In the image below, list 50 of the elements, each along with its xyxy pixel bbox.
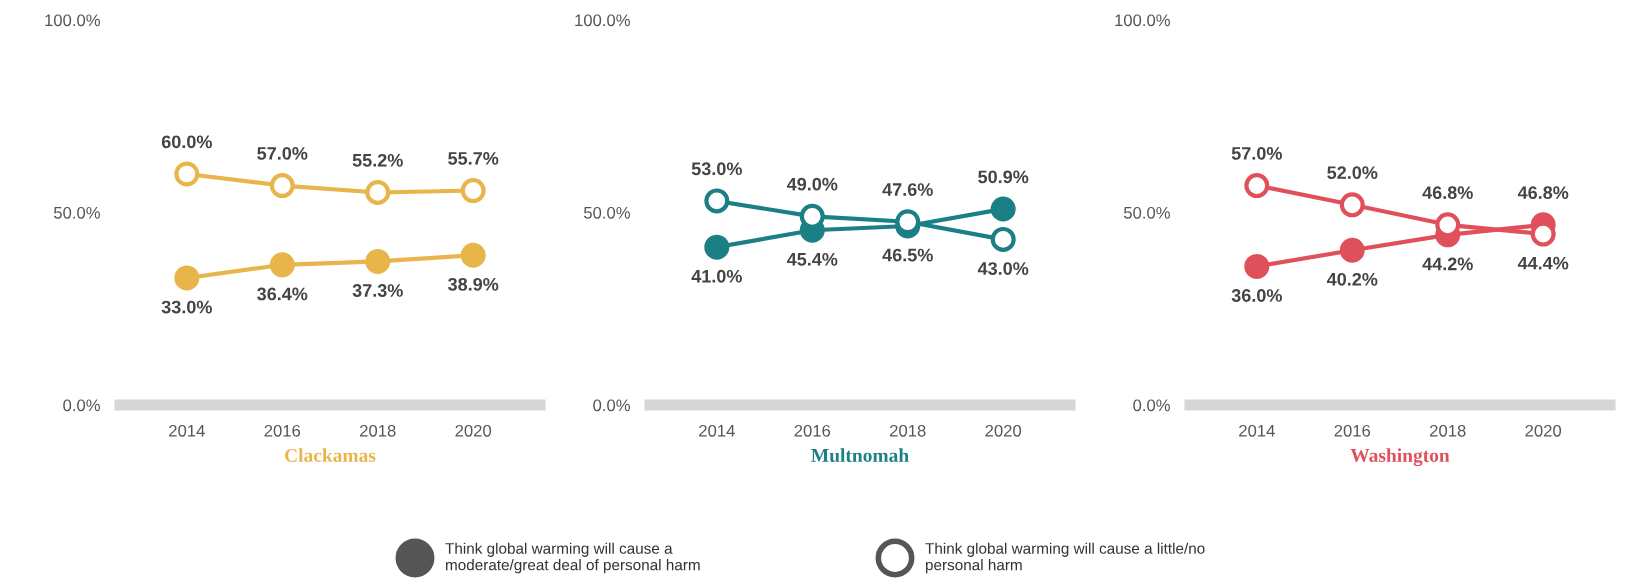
data-label: 45.4% <box>786 252 838 266</box>
y-tick-label: 0.0% <box>593 399 630 412</box>
data-label: 50.9% <box>978 170 1029 184</box>
x-tick-label: 2018 <box>360 424 396 437</box>
data-label: 37.3% <box>352 284 403 297</box>
y-tick-label: 50.0% <box>1123 206 1170 219</box>
data-label: 57.0% <box>1231 146 1282 160</box>
x-axis-title: Multnomah <box>811 448 909 463</box>
x-tick-label: 2014 <box>169 424 205 437</box>
y-tick-label: 100.0% <box>575 14 630 27</box>
data-label: 52.0% <box>1327 166 1378 180</box>
data-label: 46.5% <box>882 248 933 262</box>
y-tick-label: 100.0% <box>1115 14 1170 27</box>
text: Think global warming will cause a moderate/great deal of personal harm <box>445 542 700 574</box>
data-label: 53.0% <box>691 162 742 176</box>
x-tick-label: 2016 <box>794 424 831 437</box>
data-label: 44.2% <box>1422 257 1473 271</box>
data-label: 36.0% <box>1231 289 1282 302</box>
x-tick-label: 2020 <box>985 424 1022 437</box>
data-label: 36.4% <box>257 287 308 301</box>
data-label: 40.2% <box>1326 272 1378 286</box>
x-axis-title: Washington <box>1350 448 1450 467</box>
x-axis-title: Clackamas <box>285 448 376 462</box>
x-tick-label: 2020 <box>1525 424 1562 437</box>
data-label: 55.7% <box>448 152 499 165</box>
data-label: 33.0% <box>161 300 212 314</box>
x-tick-label: 2016 <box>1334 424 1371 437</box>
y-tick-label: 0.0% <box>1133 399 1170 412</box>
text: Think global warming will cause a little/no personal harm <box>925 542 1205 574</box>
data-label: 55.2% <box>352 153 403 167</box>
x-tick-label: 2018 <box>1430 424 1466 437</box>
data-label: 43.0% <box>977 262 1029 275</box>
data-label: 57.0% <box>257 146 308 160</box>
y-tick-label: 50.0% <box>53 206 100 219</box>
y-tick-label: 50.0% <box>583 206 630 219</box>
data-label: 60.0% <box>161 135 212 149</box>
data-label: 47.6% <box>882 183 933 196</box>
y-tick-label: 0.0% <box>63 399 100 412</box>
data-label: 41.0% <box>691 269 742 283</box>
x-tick-label: 2016 <box>264 424 301 437</box>
data-label: 44.4% <box>1517 256 1569 270</box>
x-tick-label: 2020 <box>455 424 492 437</box>
x-tick-label: 2014 <box>1239 424 1275 437</box>
data-label: 49.0% <box>786 177 838 191</box>
data-label: 38.9% <box>448 277 499 291</box>
x-tick-label: 2018 <box>890 424 926 437</box>
x-tick-label: 2014 <box>699 424 735 437</box>
data-label: 46.8% <box>1422 186 1473 200</box>
y-tick-label: 100.0% <box>45 14 100 27</box>
data-label: 46.8% <box>1517 186 1569 200</box>
